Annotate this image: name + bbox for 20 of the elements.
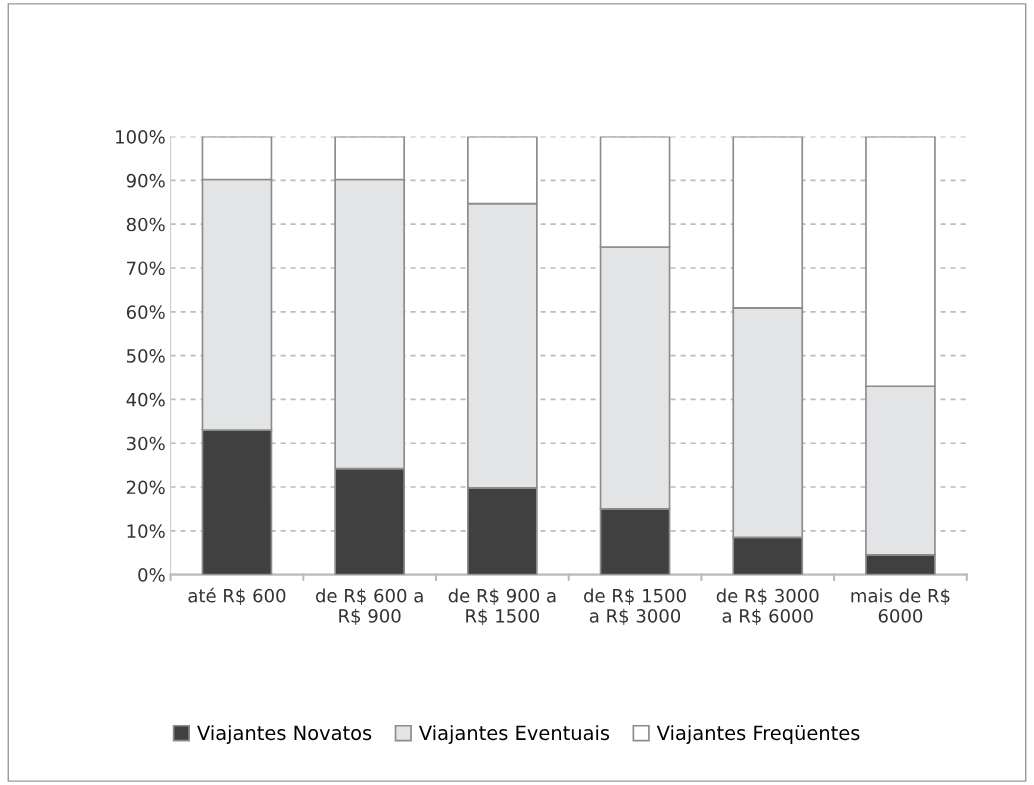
- y-tick-label: 40%: [126, 392, 165, 407]
- x-tick-label: mais de R$ 6000: [851, 588, 950, 623]
- y-tick-label: 90%: [126, 173, 165, 188]
- x-tick-label: de R$ 3000 a R$ 6000: [716, 588, 819, 626]
- y-tick-label: 80%: [126, 217, 165, 232]
- y-tick-label: 0%: [138, 568, 165, 582]
- y-tick-label: 20%: [126, 480, 165, 495]
- y-tick-label: 10%: [127, 524, 165, 538]
- legend-label: Viajantes Freqüentes: [656, 725, 860, 744]
- legend-label: Viajantes Eventuais: [419, 725, 610, 744]
- y-tick-label: 70%: [127, 261, 165, 276]
- x-tick-label: de R$ 900 a R$ 1500: [448, 588, 556, 626]
- x-tick-label: de R$ 600 a R$ 900: [315, 588, 423, 626]
- y-tick-label: 50%: [127, 349, 165, 363]
- y-tick-label: 100%: [116, 130, 165, 144]
- x-tick-label: de R$ 1500 a R$ 3000: [584, 588, 686, 626]
- y-tick-label: 30%: [126, 436, 165, 451]
- legend-label: Viajantes Novatos: [197, 725, 372, 744]
- y-tick-label: 60%: [126, 305, 165, 319]
- x-tick-label: até R$ 600: [188, 587, 286, 605]
